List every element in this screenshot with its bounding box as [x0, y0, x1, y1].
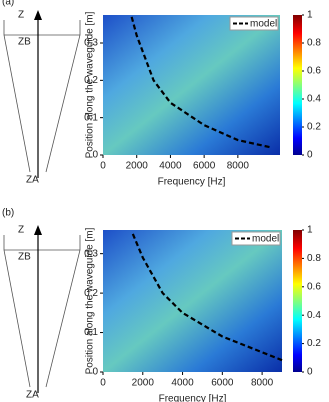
legend-label: model	[252, 234, 279, 245]
colorbar-tick-label: 0.4	[307, 94, 321, 105]
legend-box	[229, 16, 279, 31]
y-tick-label: 0.1	[84, 112, 98, 123]
colorbar-tick-label: 0.8	[307, 38, 321, 49]
colorbar-tick-label: 0	[307, 367, 313, 378]
x-tick-label: 0	[100, 378, 106, 389]
colorbar-tick-label: 1	[307, 10, 313, 21]
panel-label: (b)	[2, 208, 14, 219]
z-label: Z	[18, 225, 24, 236]
y-tick-label: 0	[92, 150, 98, 161]
colorbar-tick-label: 0.4	[307, 310, 321, 321]
z-arrowhead	[34, 225, 42, 235]
colorbar-tick-label: 0.2	[307, 122, 321, 133]
x-tick-label: 6000	[193, 161, 216, 172]
x-tick-label: 2000	[126, 161, 149, 172]
y-tick-label: 0.2	[84, 75, 98, 86]
y-axis-label: Position along the waveguide [m]	[85, 227, 96, 374]
y-tick-label: 0.3	[84, 248, 98, 259]
colorbar-tick-label: 0.6	[307, 66, 321, 77]
colorbar-tick-label: 0.8	[307, 253, 321, 264]
x-tick-label: 8000	[251, 378, 274, 389]
heatmap	[103, 15, 280, 155]
z-label: Z	[18, 10, 24, 21]
model-line	[130, 16, 272, 149]
x-tick-label: 8000	[227, 161, 250, 172]
waveguide	[3, 235, 81, 388]
legend-box	[231, 231, 281, 246]
zb-label: ZB	[18, 37, 31, 48]
y-tick-label: 0.1	[84, 327, 98, 338]
colorbar-tick-label: 0	[307, 150, 313, 161]
x-tick-label: 4000	[171, 378, 194, 389]
y-tick-label: 0	[92, 367, 98, 378]
x-tick-label: 0	[100, 161, 106, 172]
z-arrowhead	[34, 10, 42, 20]
y-axis-label: Position along the waveguide [m]	[85, 11, 96, 158]
x-tick-label: 4000	[159, 161, 182, 172]
x-axis-label: Frequency [Hz]	[159, 394, 227, 402]
colorbar	[293, 230, 302, 372]
x-tick-label: 2000	[132, 378, 155, 389]
waveguide	[3, 20, 81, 173]
y-tick-label: 0.2	[84, 288, 98, 299]
model-line	[131, 233, 283, 362]
legend-label: model	[250, 19, 277, 30]
za-label: ZA	[26, 175, 39, 186]
colorbar-tick-label: 0.2	[307, 338, 321, 349]
colorbar	[293, 15, 302, 155]
za-label: ZA	[26, 390, 39, 401]
colorbar-tick-label: 1	[307, 225, 313, 236]
panel-label: (a)	[2, 0, 14, 8]
zb-label: ZB	[18, 252, 31, 263]
x-axis-label: Frequency [Hz]	[158, 177, 226, 188]
x-tick-label: 6000	[211, 378, 234, 389]
y-tick-label: 0.3	[84, 38, 98, 49]
colorbar-tick-label: 0.6	[307, 281, 321, 292]
